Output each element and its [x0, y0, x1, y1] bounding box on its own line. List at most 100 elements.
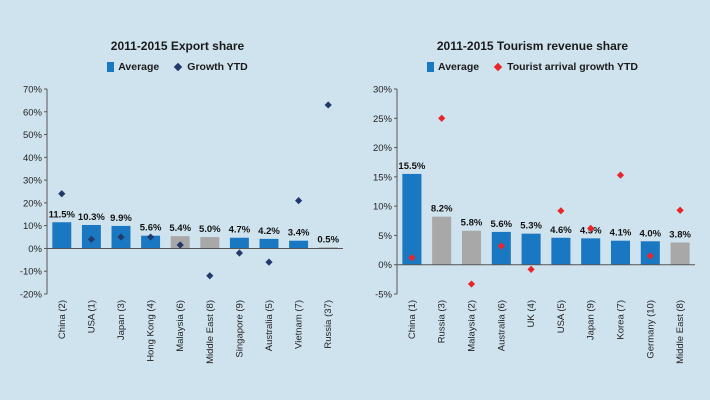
- data-label: 9.9%: [110, 213, 132, 224]
- y-tick-label: 20%: [373, 143, 393, 154]
- x-tick-label: Malaysia (2): [467, 300, 478, 352]
- x-tick-label: Australia (5): [264, 300, 275, 351]
- x-tick-label: UK (4): [526, 300, 537, 327]
- x-tick-label: China (1): [407, 300, 418, 339]
- data-label: 4.7%: [229, 225, 251, 236]
- growth-marker: [58, 190, 66, 198]
- data-label: 5.6%: [140, 223, 162, 234]
- y-tick-label: 30%: [373, 85, 393, 96]
- y-tick-label: 20%: [23, 198, 43, 209]
- growth-marker: [265, 258, 273, 266]
- growth-marker: [616, 171, 625, 179]
- legend-label: Average: [118, 61, 160, 73]
- growth-marker: [147, 233, 155, 241]
- bar: [141, 235, 161, 249]
- x-tick-label: Vietnam (7): [294, 300, 305, 349]
- data-label: 5.0%: [199, 224, 221, 235]
- x-tick-label: Middle East (8): [675, 300, 686, 364]
- y-tick-label: 25%: [373, 114, 393, 125]
- y-tick-label: 40%: [23, 153, 43, 164]
- data-label: 3.4%: [288, 228, 310, 239]
- bar: [289, 240, 309, 249]
- tourism-share-plot: -5% 0% 5% 10% 15% 20% 25% 30% 15.5% 8.2% 5.8% 5.6% 5…: [373, 85, 695, 364]
- y-tick-label: 50%: [23, 130, 43, 141]
- data-label: 5.4%: [169, 223, 191, 234]
- data-label: 4.0%: [639, 228, 661, 239]
- legend: Average Growth YTD: [0, 61, 355, 73]
- growth-marker: [324, 101, 332, 109]
- x-tick-label: Germany (10): [645, 300, 656, 359]
- growth-marker: [467, 280, 476, 288]
- growth-marker: [235, 249, 243, 257]
- y-tick-label: 5%: [378, 231, 392, 242]
- export-share-panel: 2011-2015 Export share Average Growth YT…: [0, 39, 355, 364]
- y-tick-label: 0%: [28, 244, 42, 255]
- x-tick-label: Japan (3): [116, 300, 127, 340]
- x-tick-label: China (2): [57, 300, 68, 339]
- data-label: 8.2%: [431, 204, 453, 215]
- growth-marker: [206, 272, 214, 280]
- export-share-plot: -20% -10% 0% 10% 20% 30% 40% 50% 60% 70% 11.5% 10.3…: [20, 85, 343, 364]
- chart-title: 2011-2015 Tourism revenue share: [436, 39, 629, 53]
- y-tick-label: 10%: [23, 221, 43, 232]
- growth-marker: [497, 242, 505, 250]
- bar: [402, 173, 422, 265]
- chart-title: 2011-2015 Export share: [110, 39, 245, 53]
- y-tick-label: 60%: [23, 107, 43, 118]
- bar-swatch-icon: [107, 62, 115, 72]
- data-label: 11.5%: [49, 209, 76, 220]
- legend-item-average: Average: [107, 61, 159, 73]
- growth-marker: [176, 241, 184, 249]
- data-label: 5.8%: [461, 218, 483, 229]
- x-tick-label: Korea (7): [616, 300, 627, 340]
- x-tick-label: Singapore (9): [234, 300, 245, 358]
- legend: Average Tourist arrival growth YTD: [355, 61, 710, 73]
- x-tick-label: Japan (9): [586, 300, 597, 340]
- bar: [610, 240, 631, 265]
- data-label: 4.1%: [610, 228, 632, 239]
- growth-marker: [527, 265, 535, 273]
- tourism-share-panel: 2011-2015 Tourism revenue share Average …: [355, 0, 710, 400]
- data-label: 5.3%: [520, 221, 542, 232]
- growth-marker: [557, 207, 565, 215]
- bar: [229, 237, 249, 249]
- bar: [581, 238, 601, 265]
- bar: [318, 247, 338, 249]
- growth-marker: [438, 114, 446, 122]
- bar: [670, 242, 690, 265]
- y-tick-label: -20%: [20, 290, 43, 301]
- legend-item-average: Average: [427, 61, 479, 73]
- y-tick-label: 15%: [373, 172, 393, 183]
- x-tick-label: Malaysia (6): [175, 300, 186, 352]
- bar: [200, 237, 220, 249]
- bar: [259, 238, 279, 249]
- x-tick-label: Hong Kong (4): [146, 300, 157, 362]
- y-tick-label: 70%: [23, 85, 43, 96]
- data-label: 0.5%: [317, 234, 339, 245]
- data-label: 3.8%: [669, 229, 691, 240]
- growth-marker: [646, 252, 654, 260]
- growth-marker: [295, 197, 303, 205]
- x-tick-label: Russia (3): [437, 300, 448, 343]
- bar: [461, 230, 482, 265]
- bar: [521, 233, 541, 265]
- x-tick-label: USA (5): [556, 300, 567, 333]
- x-tick-label: Russia (37): [323, 300, 334, 349]
- legend-label: Average: [438, 61, 480, 73]
- y-tick-label: 10%: [373, 202, 393, 213]
- data-label: 15.5%: [398, 161, 425, 172]
- y-tick-label: -10%: [20, 267, 43, 278]
- x-tick-label: USA (1): [86, 300, 97, 333]
- y-tick-label: 30%: [23, 176, 43, 187]
- bar: [551, 237, 571, 265]
- bar-swatch-icon: [427, 62, 435, 72]
- data-label: 5.6%: [490, 219, 512, 230]
- data-label: 4.2%: [258, 226, 280, 237]
- growth-marker: [117, 233, 125, 241]
- y-tick-label: -5%: [375, 290, 392, 301]
- legend-item-growth: Growth YTD: [173, 61, 248, 73]
- legend-label: Growth YTD: [187, 61, 248, 73]
- legend-item-growth: Tourist arrival growth YTD: [493, 61, 638, 73]
- legend-label: Tourist arrival growth YTD: [507, 61, 638, 73]
